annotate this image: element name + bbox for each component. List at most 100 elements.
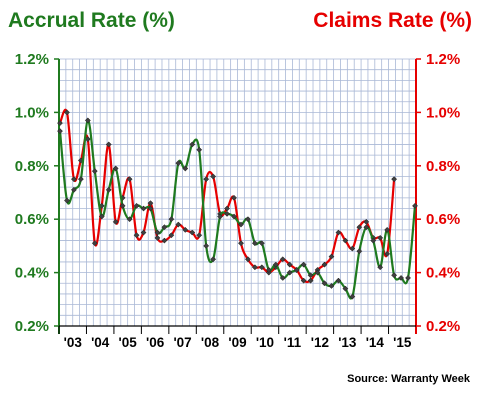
accrual-point [112, 165, 119, 172]
accrual-point [244, 216, 251, 223]
claims-point [349, 245, 356, 252]
accrual-point [384, 226, 391, 233]
x-tick-label: '09 [228, 335, 246, 350]
accrual-point [182, 165, 189, 172]
accrual-point [203, 242, 210, 249]
claims-point [189, 229, 196, 236]
accrual-point [64, 197, 70, 204]
accrual-point [356, 248, 363, 255]
right-tick-label: 0.2% [426, 318, 460, 335]
x-tick-label: '05 [119, 335, 138, 350]
accrual-point [98, 213, 105, 220]
accrual-point [391, 272, 398, 279]
claims-point [154, 234, 161, 241]
claims-point [168, 232, 175, 239]
claims-point [112, 218, 119, 225]
claims-point [210, 173, 217, 180]
x-tick-label: '13 [338, 335, 357, 350]
left-tick-label: 0.4% [15, 265, 49, 282]
claims-point [356, 224, 363, 231]
claims-point [196, 232, 203, 239]
x-tick-label: '07 [173, 335, 191, 350]
right-tick-label: 0.8% [426, 158, 460, 175]
x-tick-label: '08 [201, 335, 220, 350]
accrual-point [57, 128, 63, 135]
accrual-point [210, 256, 217, 263]
accrual-point [258, 240, 265, 247]
left-tick-label: 1.2% [15, 51, 49, 68]
accrual-point [251, 240, 258, 247]
accrual-point [140, 205, 147, 212]
claims-point [126, 176, 133, 183]
left-axis-title: Accrual Rate (%) [8, 9, 175, 32]
right-axis-title: Claims Rate (%) [313, 9, 472, 32]
accrual-point [119, 202, 126, 209]
accrual-point [405, 274, 411, 281]
accrual-point [196, 146, 203, 153]
accrual-point [161, 224, 168, 231]
right-tick-label: 1.2% [426, 51, 460, 68]
accrual-point [70, 186, 77, 193]
accrual-point [377, 264, 384, 271]
x-tick-label: '15 [393, 335, 412, 350]
claims-point [300, 277, 307, 284]
accrual-point [189, 141, 196, 148]
claims-point [70, 176, 77, 183]
claims-point [244, 256, 251, 263]
x-tick-label: '10 [256, 335, 274, 350]
x-tick-label: '14 [366, 335, 385, 350]
claims-point [182, 226, 189, 233]
x-tick-label: '12 [311, 335, 329, 350]
accrual-point [314, 269, 321, 276]
left-tick-label: 1.0% [15, 104, 49, 121]
claims-point [342, 237, 349, 244]
accrual-point [335, 277, 342, 284]
accrual-point [342, 285, 349, 292]
x-tick-label: '06 [146, 335, 165, 350]
accrual-point [279, 274, 286, 281]
claims-point [140, 229, 147, 236]
claims-point [258, 264, 265, 271]
claims-point [328, 253, 335, 260]
axes [54, 58, 421, 334]
accrual-line [58, 119, 417, 300]
claims-point [384, 250, 391, 257]
accrual-point [77, 176, 84, 183]
claims-point [321, 261, 328, 268]
accrual-point [363, 224, 370, 231]
accrual-point [286, 269, 293, 276]
accrual-point [224, 210, 231, 217]
left-tick-label: 0.8% [15, 158, 49, 175]
right-tick-label: 0.4% [426, 265, 460, 282]
source-note: Source: Warranty Week [347, 373, 471, 385]
accrual-point [398, 274, 405, 281]
accrual-point [265, 266, 272, 273]
claims-point [238, 240, 244, 247]
right-tick-label: 0.6% [426, 211, 460, 228]
claims-point [133, 232, 140, 239]
accrual-point [84, 117, 91, 124]
accrual-point [231, 213, 237, 220]
accrual-point [349, 293, 356, 300]
accrual-point [168, 216, 175, 223]
x-tick-label: '04 [91, 335, 110, 350]
left-tick-label: 0.2% [15, 318, 49, 335]
claims-point [251, 264, 258, 271]
accrual-point [133, 202, 140, 209]
accrual-point [321, 280, 328, 287]
claims-point [307, 277, 314, 284]
accrual-point [328, 282, 335, 289]
claims-line [58, 108, 396, 284]
accrual-point [307, 272, 314, 279]
claims-point [279, 256, 286, 263]
accrual-point [126, 216, 133, 223]
claims-point [57, 120, 63, 127]
claims-point [391, 176, 398, 183]
accrual-point [154, 229, 161, 236]
accrual-point [105, 186, 112, 193]
accrual-point [293, 266, 300, 273]
accrual-point [238, 221, 244, 228]
accrual-series [57, 117, 418, 300]
accrual-point [91, 168, 98, 175]
